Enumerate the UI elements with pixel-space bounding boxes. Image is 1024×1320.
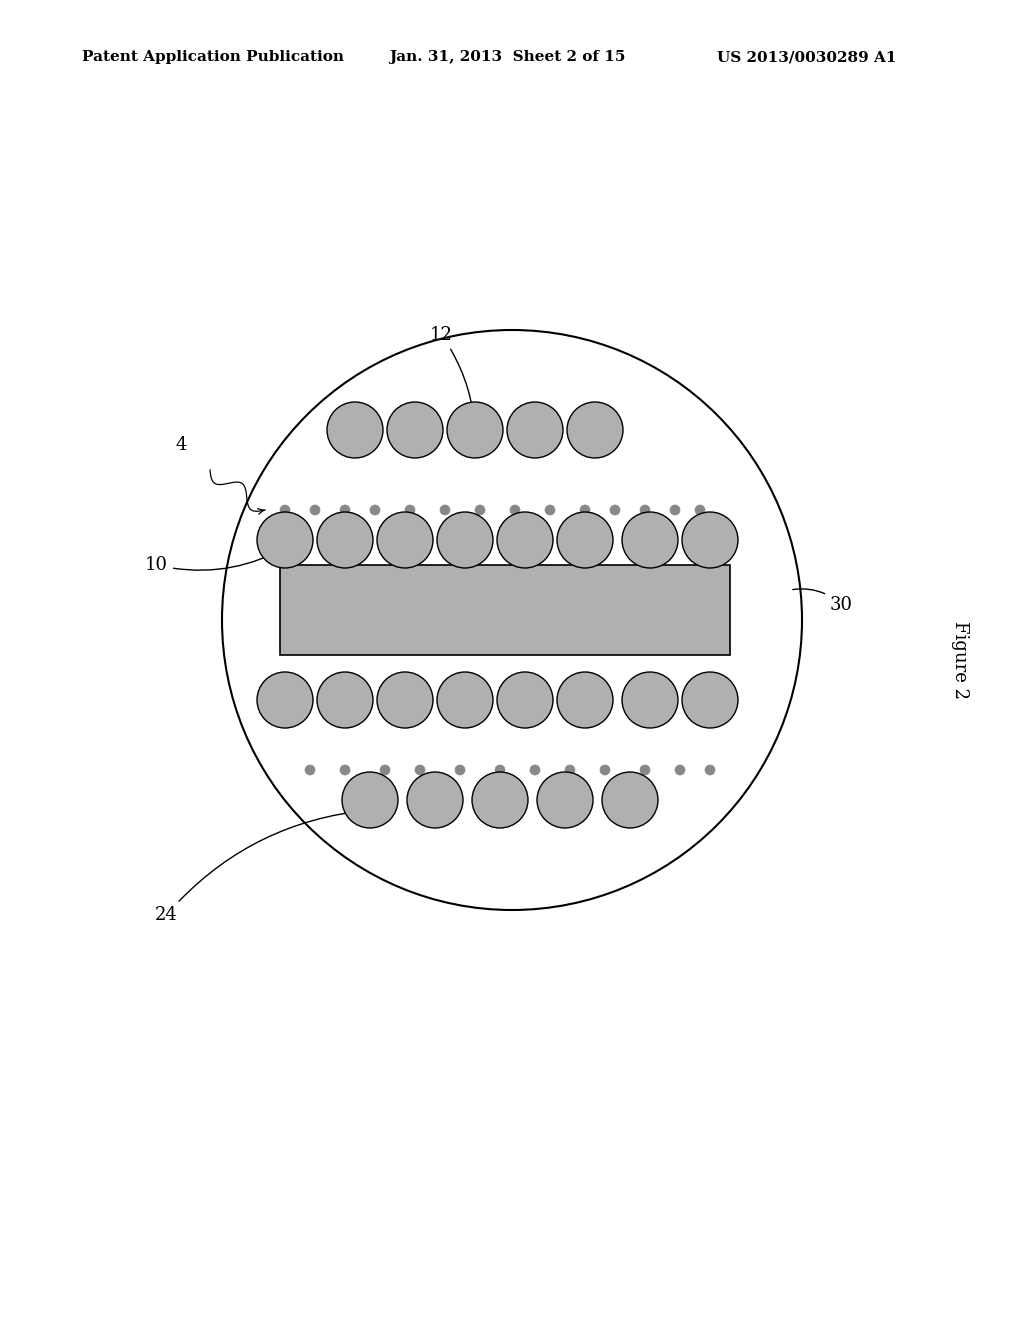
Circle shape [600,766,610,775]
Circle shape [670,506,680,515]
Circle shape [557,512,613,568]
Circle shape [510,506,520,515]
Circle shape [567,403,623,458]
Circle shape [447,403,503,458]
Circle shape [406,506,415,515]
Circle shape [257,672,313,729]
Circle shape [557,672,613,729]
Circle shape [340,506,350,515]
Circle shape [705,766,715,775]
Circle shape [437,672,493,729]
Circle shape [622,672,678,729]
Circle shape [407,772,463,828]
Circle shape [675,766,685,775]
Text: Jan. 31, 2013  Sheet 2 of 15: Jan. 31, 2013 Sheet 2 of 15 [389,50,626,65]
Circle shape [507,403,563,458]
Circle shape [310,506,319,515]
Circle shape [222,330,802,909]
Circle shape [342,772,398,828]
Text: 30: 30 [793,589,853,614]
Circle shape [695,506,705,515]
Text: Patent Application Publication: Patent Application Publication [82,50,344,65]
Text: US 2013/0030289 A1: US 2013/0030289 A1 [717,50,896,65]
Circle shape [495,766,505,775]
Circle shape [565,766,575,775]
Circle shape [257,512,313,568]
Circle shape [340,766,350,775]
Circle shape [580,506,590,515]
Circle shape [682,512,738,568]
Circle shape [380,766,390,775]
Circle shape [280,506,290,515]
Text: 12: 12 [430,326,478,430]
Circle shape [415,766,425,775]
Circle shape [317,672,373,729]
Text: 10: 10 [145,546,288,574]
Circle shape [377,512,433,568]
Circle shape [537,772,593,828]
Circle shape [317,512,373,568]
Circle shape [327,403,383,458]
Circle shape [610,506,620,515]
Circle shape [497,512,553,568]
Circle shape [640,506,650,515]
Text: 4: 4 [175,436,186,454]
Circle shape [377,672,433,729]
Circle shape [682,672,738,729]
Circle shape [437,512,493,568]
Circle shape [530,766,540,775]
Circle shape [497,672,553,729]
Circle shape [640,766,650,775]
Text: 24: 24 [155,810,368,924]
Circle shape [472,772,528,828]
Circle shape [545,506,555,515]
Circle shape [455,766,465,775]
Text: Figure 2: Figure 2 [951,620,969,700]
Circle shape [370,506,380,515]
Circle shape [440,506,450,515]
Circle shape [387,403,443,458]
Circle shape [305,766,315,775]
Circle shape [475,506,485,515]
Circle shape [602,772,658,828]
Bar [280,565,730,655]
Circle shape [622,512,678,568]
